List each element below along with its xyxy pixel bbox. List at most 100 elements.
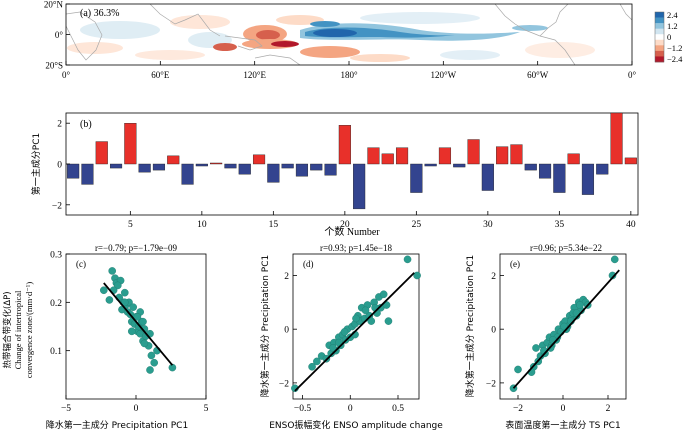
- map-x-tick-label: 180°: [340, 70, 358, 80]
- scatter-point: [352, 314, 360, 323]
- x-tick-label: −0.5: [294, 404, 311, 414]
- x-tick-label: 0: [348, 404, 353, 414]
- bar: [610, 112, 623, 165]
- scatter-point: [114, 281, 122, 290]
- scatter-point: [146, 366, 154, 374]
- colorbar-swatch: [655, 28, 664, 35]
- bar: [596, 163, 609, 175]
- scatter-point: [121, 288, 129, 297]
- bar: [138, 163, 151, 173]
- bar: [295, 163, 309, 177]
- map-x-tick-label: 120°W: [431, 70, 457, 80]
- map-blob: [300, 46, 360, 58]
- map-blob: [440, 50, 500, 60]
- y-tick-label: 0.1: [50, 347, 62, 357]
- bar: [581, 163, 595, 195]
- bar: [167, 155, 180, 165]
- bar-x-tick-label: 30: [483, 220, 493, 230]
- e-xlabel: 表面温度第一主成分 TS PC1: [505, 419, 620, 431]
- map-y-tick-label: 20°S: [45, 61, 63, 71]
- y-tick-label: 2: [491, 272, 496, 282]
- scatter-point: [308, 362, 316, 371]
- bar-x-tick-label: 40: [626, 220, 636, 230]
- map-blob: [213, 43, 237, 51]
- panel-c: r=−0.79; p=−1.79e−09 (c) −5 0 5 0.1 0.2 0.3 降…: [2, 243, 209, 431]
- c-ylabel-en-2: convergence zone/(mm·d⁻¹): [24, 282, 34, 378]
- colorbar-tick-label: 2.4: [667, 10, 678, 20]
- bar-x-tick-label: 5: [128, 220, 133, 230]
- bar: [524, 163, 537, 171]
- bar: [338, 125, 351, 165]
- scatter-point: [150, 358, 158, 367]
- coastline: [254, 54, 301, 65]
- bar: [410, 163, 423, 193]
- e-annotation: r=0.96; p=5.34e−22: [530, 243, 602, 253]
- scatter-point: [140, 339, 149, 348]
- bar: [310, 163, 323, 171]
- c-annotation: r=−0.79; p=−1.79e−09: [95, 243, 178, 253]
- bar: [181, 163, 194, 185]
- bar-x-tick-label: 35: [555, 220, 565, 230]
- bar: [481, 163, 494, 191]
- bar: [381, 153, 394, 165]
- bar-x-tick-label: 20: [340, 220, 350, 230]
- map-y-axis: 20°N 0° 20°S: [44, 0, 70, 71]
- x-tick-label: 0.5: [392, 404, 404, 414]
- colorbar-swatch: [655, 45, 664, 52]
- bar-y-tick-label: 2: [57, 120, 62, 130]
- map-blob: [271, 41, 299, 47]
- coastline: [149, 4, 221, 37]
- panel-b-label: (b): [80, 119, 92, 130]
- bar: [267, 163, 280, 183]
- colorbar-tick-label: −1.2: [667, 43, 682, 53]
- panel-a: (a) 36.3% 20°N0°20°S 0° 60°E 120°E 180° 120°…: [44, 0, 683, 80]
- d-frame: [292, 253, 420, 400]
- scatter-point: [403, 255, 412, 264]
- scatter-point: [313, 357, 321, 366]
- scatter-point: [139, 317, 147, 326]
- y-tick-label: 0: [491, 326, 496, 336]
- coastline: [224, 35, 263, 51]
- y-tick-label: −2: [486, 379, 496, 389]
- map-blob: [360, 12, 480, 24]
- coastline: [494, 4, 576, 65]
- x-tick-label: −5: [61, 404, 71, 414]
- x-tick-label: −2: [513, 404, 523, 414]
- bar-xlabel: 个数 Number: [324, 225, 380, 238]
- bar: [224, 163, 237, 169]
- e-panel-label: (e): [510, 259, 520, 269]
- map-x-tick-label: 60°W: [527, 70, 549, 80]
- map-x-tick-label: 0°: [628, 70, 637, 80]
- coastline: [539, 4, 569, 37]
- d-annotation: r=0.93; p=1.45e−18: [320, 243, 392, 253]
- fit-line: [294, 272, 415, 392]
- bar: [324, 163, 337, 176]
- colorbar-swatch: [655, 17, 664, 24]
- e-plot: −2 0 2 −2 0 2: [486, 255, 620, 414]
- y-tick-label: 0: [284, 326, 289, 336]
- bar: [109, 163, 123, 169]
- bar: [567, 153, 580, 165]
- bar-axes: 5 10 15 20 25 30 35 40 −2 0 2: [52, 120, 636, 230]
- bar-ylabel: 第一主成分PC1: [30, 133, 42, 195]
- y-tick-label: −2: [279, 379, 289, 389]
- bar: [538, 163, 552, 179]
- scatter-point: [608, 271, 617, 280]
- colorbar-tick-label: 0: [667, 32, 671, 42]
- bar: [510, 144, 523, 165]
- map-blob: [170, 15, 230, 29]
- bar-y-tick-label: −2: [52, 201, 62, 211]
- coastline: [619, 4, 632, 21]
- scatter-point: [384, 317, 393, 325]
- bar-y-tick-label: 0: [57, 161, 62, 171]
- scatter-point: [133, 313, 142, 321]
- bar: [195, 163, 208, 167]
- bar: [453, 163, 466, 168]
- x-tick-label: 2: [606, 404, 611, 414]
- fit-line: [103, 282, 174, 366]
- scatter-point: [610, 255, 619, 264]
- bar: [210, 162, 223, 165]
- scatter-point: [576, 301, 584, 309]
- map-blob: [313, 29, 357, 37]
- colorbar: 2.41.20−1.2−2.4: [654, 10, 683, 64]
